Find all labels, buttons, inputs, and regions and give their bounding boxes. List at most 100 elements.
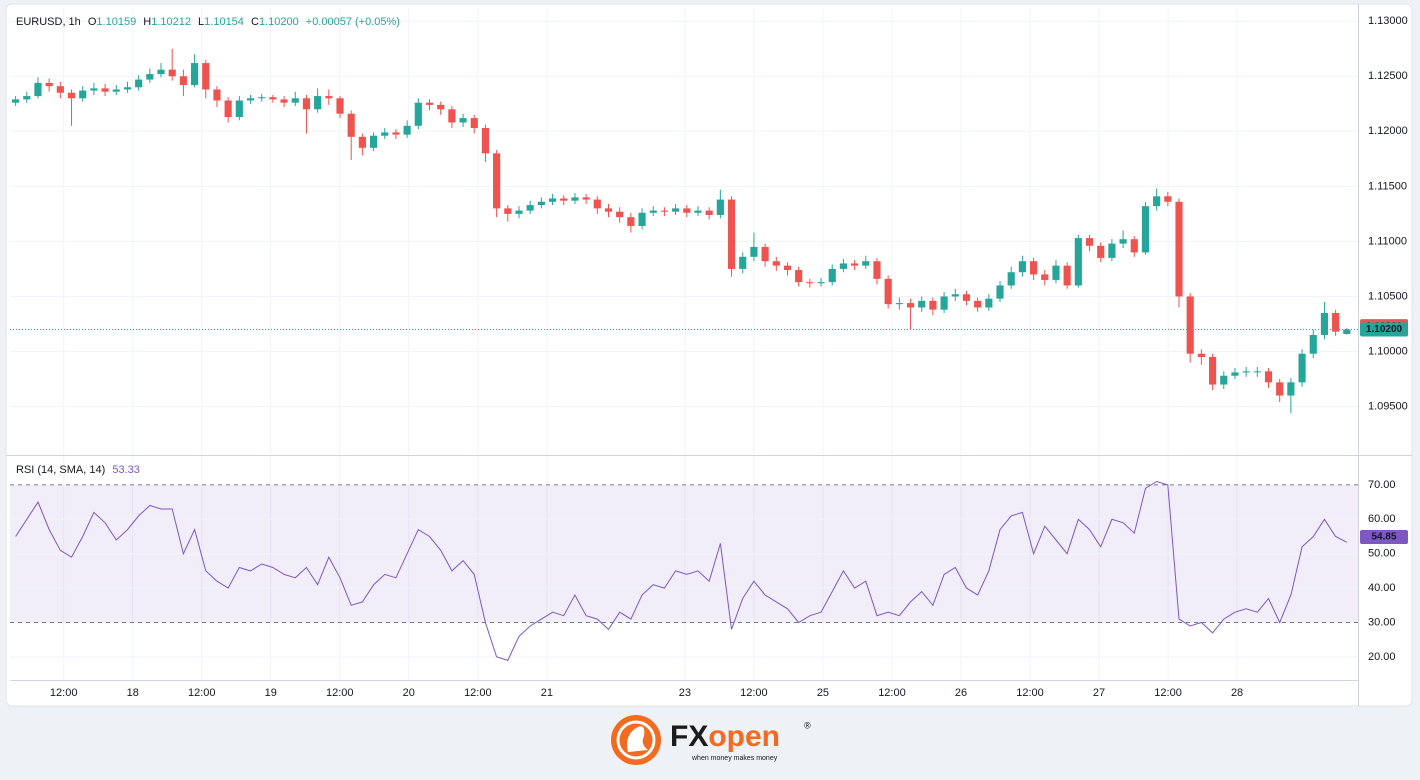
candle-body: [1164, 196, 1172, 202]
candle-body: [358, 136, 366, 148]
x-tick-label: 21: [541, 687, 553, 699]
candle-body: [660, 210, 669, 212]
candle-body: [851, 263, 859, 266]
legend-value: 1.10212: [151, 16, 191, 28]
candle-body: [806, 282, 814, 284]
x-tick-label: 12:00: [1154, 687, 1182, 699]
candle-body: [90, 88, 98, 91]
legend-value: 1.10159: [96, 16, 136, 28]
candle-body: [1197, 353, 1205, 358]
candle-body: [470, 118, 478, 129]
y-tick-label: 60.00: [1368, 513, 1396, 525]
candle-body: [1074, 238, 1082, 286]
candle-body: [560, 198, 568, 201]
candle-body: [191, 63, 199, 86]
candle-body: [123, 87, 132, 90]
legend-key: L: [198, 16, 204, 28]
rsi-title: RSI (14, SMA, 14): [16, 464, 105, 476]
x-tick-label: 18: [127, 687, 139, 699]
candle-body: [683, 208, 691, 213]
x-tick-label: 27: [1093, 687, 1105, 699]
x-tick-label: 12:00: [464, 687, 492, 699]
candle-body: [448, 109, 456, 123]
brand-open: open: [708, 720, 780, 753]
candle-body: [325, 96, 333, 99]
x-tick-label: 12:00: [1016, 687, 1044, 699]
candle-body: [1141, 206, 1150, 253]
candle-body: [962, 294, 971, 301]
candle-body: [414, 102, 422, 126]
price-label: 1.10200: [1366, 324, 1403, 335]
x-tick-label: 12:00: [188, 687, 216, 699]
candle-body: [940, 296, 948, 310]
candle-body: [1052, 265, 1060, 280]
candle-body: [157, 69, 165, 75]
candle-body: [582, 197, 590, 200]
candle-body: [291, 98, 299, 103]
candle-body: [1175, 201, 1183, 297]
candle-body: [56, 86, 64, 93]
candle-body: [974, 300, 982, 308]
candle-body: [1332, 312, 1340, 332]
candle-body: [1242, 371, 1250, 373]
candle-body: [202, 63, 210, 90]
candle-body: [672, 208, 680, 212]
candle-body: [929, 300, 937, 310]
legend-line: EURUSD, 1h O1.10159 H1.10212 L1.10154 C1…: [16, 16, 400, 28]
rsi-value-box: [1360, 530, 1408, 545]
candle-body: [258, 97, 266, 99]
candle-body: [425, 102, 434, 105]
candle-body: [280, 99, 288, 103]
rsi-legend: RSI (14, SMA, 14) 53.33: [16, 464, 140, 476]
chart-layer: 12:00 18 12:00 19 12:00 20 12:00 21 23 12:00 25 12:…: [10, 8, 1408, 699]
candle-body: [996, 285, 1004, 299]
candle-body: [1264, 371, 1273, 383]
candle-body: [906, 303, 915, 308]
candle-body: [1343, 329, 1351, 335]
y-tick-label: 30.00: [1368, 616, 1396, 628]
candle-body: [795, 270, 803, 283]
candle-body: [1253, 371, 1261, 373]
candle-body: [213, 89, 221, 101]
candle-body: [336, 98, 344, 114]
candle-body: [783, 265, 792, 271]
x-tick-label: 12:00: [326, 687, 354, 699]
y-tick-label: 1.13000: [1368, 15, 1408, 27]
candle-body: [67, 92, 76, 99]
x-tick-label: 23: [679, 687, 691, 699]
candle-body: [269, 97, 277, 100]
candle-body: [246, 98, 255, 101]
candle-body: [1208, 357, 1217, 385]
candle-body: [1030, 261, 1038, 275]
candle-body: [750, 246, 758, 257]
rsi-legend-value: 53.33: [112, 464, 140, 476]
candle-body: [224, 100, 232, 117]
candle-body: [604, 208, 613, 212]
candle-body: [459, 118, 467, 123]
candle-body: [727, 199, 736, 269]
candle-body: [381, 132, 389, 136]
candle-body: [694, 210, 702, 213]
candle-body: [392, 132, 400, 135]
candle-body: [45, 82, 53, 87]
candle-body: [918, 300, 926, 308]
candle-body: [369, 135, 378, 148]
candle-body: [1153, 196, 1161, 207]
candle-body: [1287, 382, 1295, 396]
candle-body: [1298, 353, 1306, 383]
candle-body: [347, 113, 355, 137]
candle-body: [79, 90, 87, 99]
candle-body: [817, 282, 825, 284]
candle-body: [302, 98, 311, 110]
candle-body: [1309, 334, 1317, 354]
candle-body: [828, 268, 836, 283]
candle-body: [638, 212, 646, 226]
brand: FXopen: [670, 720, 780, 753]
y-tick-label: 1.11500: [1368, 180, 1407, 192]
candle-body: [1276, 382, 1284, 396]
y-tick-label: 1.11000: [1368, 235, 1407, 247]
candle-body: [1130, 239, 1138, 253]
y-tick-label: 1.10000: [1368, 345, 1408, 357]
candle-body: [1085, 238, 1094, 246]
